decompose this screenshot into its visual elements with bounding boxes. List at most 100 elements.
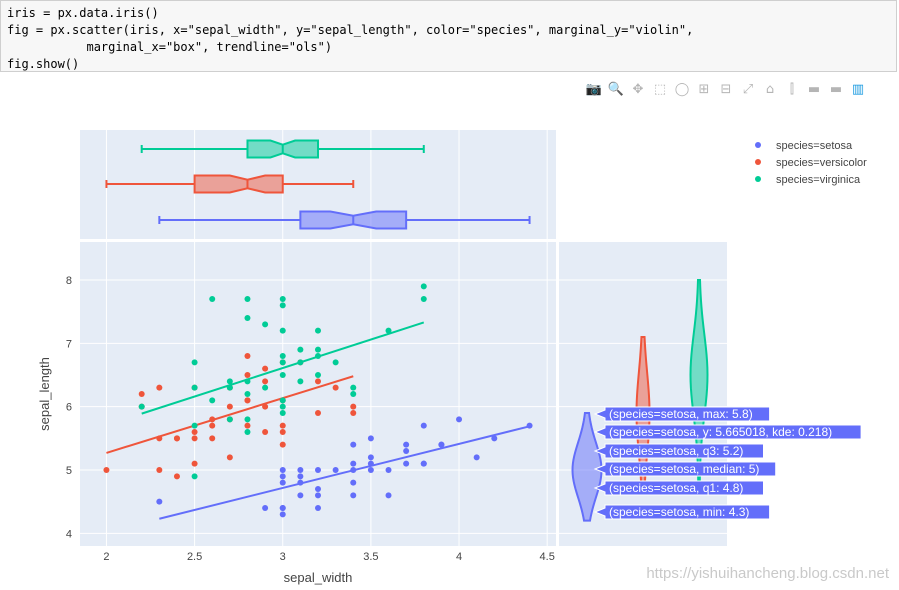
- spike-lines-icon[interactable]: ⫿: [789, 81, 795, 97]
- hover-compare-icon[interactable]: ▬: [829, 81, 843, 97]
- scatter-point: [103, 467, 110, 473]
- scatter-point: [403, 441, 410, 448]
- scatter-point: [332, 384, 339, 391]
- scatter-point: [262, 321, 269, 328]
- scatter-point: [279, 467, 286, 473]
- code-line: marginal_x="box", trendline="ols"): [7, 40, 333, 54]
- scatter-point: [279, 372, 286, 378]
- legend-marker: [755, 142, 761, 148]
- code-line: iris = px.data.iris(): [7, 6, 159, 20]
- code-cell[interactable]: iris = px.data.iris() fig = px.scatter(i…: [0, 0, 897, 72]
- scatter-point: [438, 441, 445, 448]
- hover-label-background: [593, 443, 764, 459]
- box-select-icon[interactable]: ⬚: [653, 81, 667, 97]
- scatter-point: [209, 435, 216, 442]
- scatter-point: [244, 422, 251, 429]
- scatter-point: [279, 505, 286, 511]
- scatter-point: [350, 479, 357, 486]
- legend-label: species=versicolor: [776, 157, 867, 169]
- scatter-point: [244, 353, 251, 359]
- legend-label: species=setosa: [776, 140, 853, 152]
- legend-marker: [755, 159, 761, 165]
- scatter-point: [367, 467, 374, 473]
- scatter-point: [279, 359, 286, 366]
- scatter-point: [315, 505, 321, 511]
- zoom-in-icon[interactable]: ⊞: [698, 81, 710, 97]
- scatter-point: [279, 473, 286, 480]
- scatter-point: [279, 429, 286, 435]
- scatter-point: [385, 327, 392, 334]
- hover-label-text: (species=setosa, q3: 5.2): [609, 444, 743, 458]
- y-tick-label: 4: [66, 528, 72, 540]
- reset-axes-icon[interactable]: ⌂: [765, 81, 775, 97]
- hover-label-background: [593, 504, 771, 520]
- scatter-point: [226, 454, 233, 461]
- x-axis-title: sepal_width: [284, 570, 353, 585]
- scatter-point: [350, 384, 357, 391]
- zoom-icon[interactable]: 🔍: [607, 81, 625, 97]
- scatter-point: [156, 384, 163, 391]
- scatter-point: [244, 315, 251, 321]
- y-tick-label: 6: [66, 402, 72, 414]
- scatter-point: [262, 378, 269, 385]
- trendline: [106, 375, 354, 454]
- hover-label-text: (species=setosa, max: 5.8): [609, 407, 753, 421]
- hover-label-background: [593, 480, 764, 496]
- scatter-point: [244, 429, 251, 435]
- scatter-point: [456, 416, 463, 423]
- hover-label: (species=setosa, median: 5): [593, 461, 777, 477]
- scatter-point: [173, 473, 180, 480]
- scatter-point: [244, 397, 251, 404]
- scatter-point: [244, 416, 251, 423]
- scatter-point: [367, 435, 374, 442]
- zoom-out-icon[interactable]: ⊟: [720, 81, 732, 97]
- hover-label: (species=setosa, max: 5.8): [593, 406, 771, 422]
- scatter-point: [226, 416, 233, 423]
- scatter-point: [350, 391, 357, 397]
- code-line: fig.show(): [7, 57, 80, 71]
- scatter-point: [191, 359, 198, 366]
- camera-icon[interactable]: 📷: [585, 81, 603, 97]
- code-line: fig = px.scatter(iris, x="sepal_width", …: [7, 23, 694, 37]
- scatter-point: [385, 467, 392, 473]
- scatter-point: [209, 397, 216, 404]
- scatter-point: [191, 422, 198, 429]
- scatter-point: [420, 422, 427, 429]
- autoscale-icon[interactable]: ⤢: [742, 81, 754, 97]
- scatter-point: [244, 296, 251, 302]
- hover-closest-icon[interactable]: ▬: [807, 81, 821, 97]
- scatter-point: [297, 378, 304, 385]
- scatter-point: [279, 422, 286, 429]
- scatter-point: [191, 429, 198, 435]
- scatter-point: [156, 498, 163, 505]
- scatter-point: [226, 378, 233, 385]
- scatter-point: [262, 429, 269, 435]
- hover-label: (species=setosa, y: 5.665018, kde: 0.218…: [593, 424, 862, 440]
- scatter-point: [279, 410, 286, 416]
- hover-label-background: [593, 461, 777, 477]
- scatter-point: [315, 467, 321, 473]
- scatter-point: [403, 460, 410, 467]
- scatter-point: [138, 403, 145, 410]
- hover-label-background: [593, 406, 771, 422]
- pan-icon[interactable]: ✥: [632, 81, 644, 97]
- scatter-point: [173, 435, 180, 442]
- scatter-point: [350, 403, 357, 410]
- x-tick-label: 3: [280, 551, 286, 563]
- scatter-point: [262, 505, 269, 511]
- box-plot: [193, 174, 284, 194]
- plotly-logo-icon[interactable]: ▥: [851, 81, 865, 97]
- lasso-icon[interactable]: ◯: [674, 81, 690, 97]
- hover-label-text: (species=setosa, y: 5.665018, kde: 0.218…: [609, 425, 832, 439]
- hover-label-text: (species=setosa, min: 4.3): [609, 505, 749, 519]
- trendline: [141, 321, 425, 415]
- scatter-point: [226, 403, 233, 410]
- y-tick-label: 5: [66, 465, 72, 477]
- x-tick-label: 2: [103, 551, 109, 563]
- scatter-point: [279, 479, 286, 486]
- scatter-point: [403, 448, 410, 454]
- scatter-point: [191, 473, 198, 480]
- scatter-point: [279, 353, 286, 359]
- scatter-point: [138, 391, 145, 397]
